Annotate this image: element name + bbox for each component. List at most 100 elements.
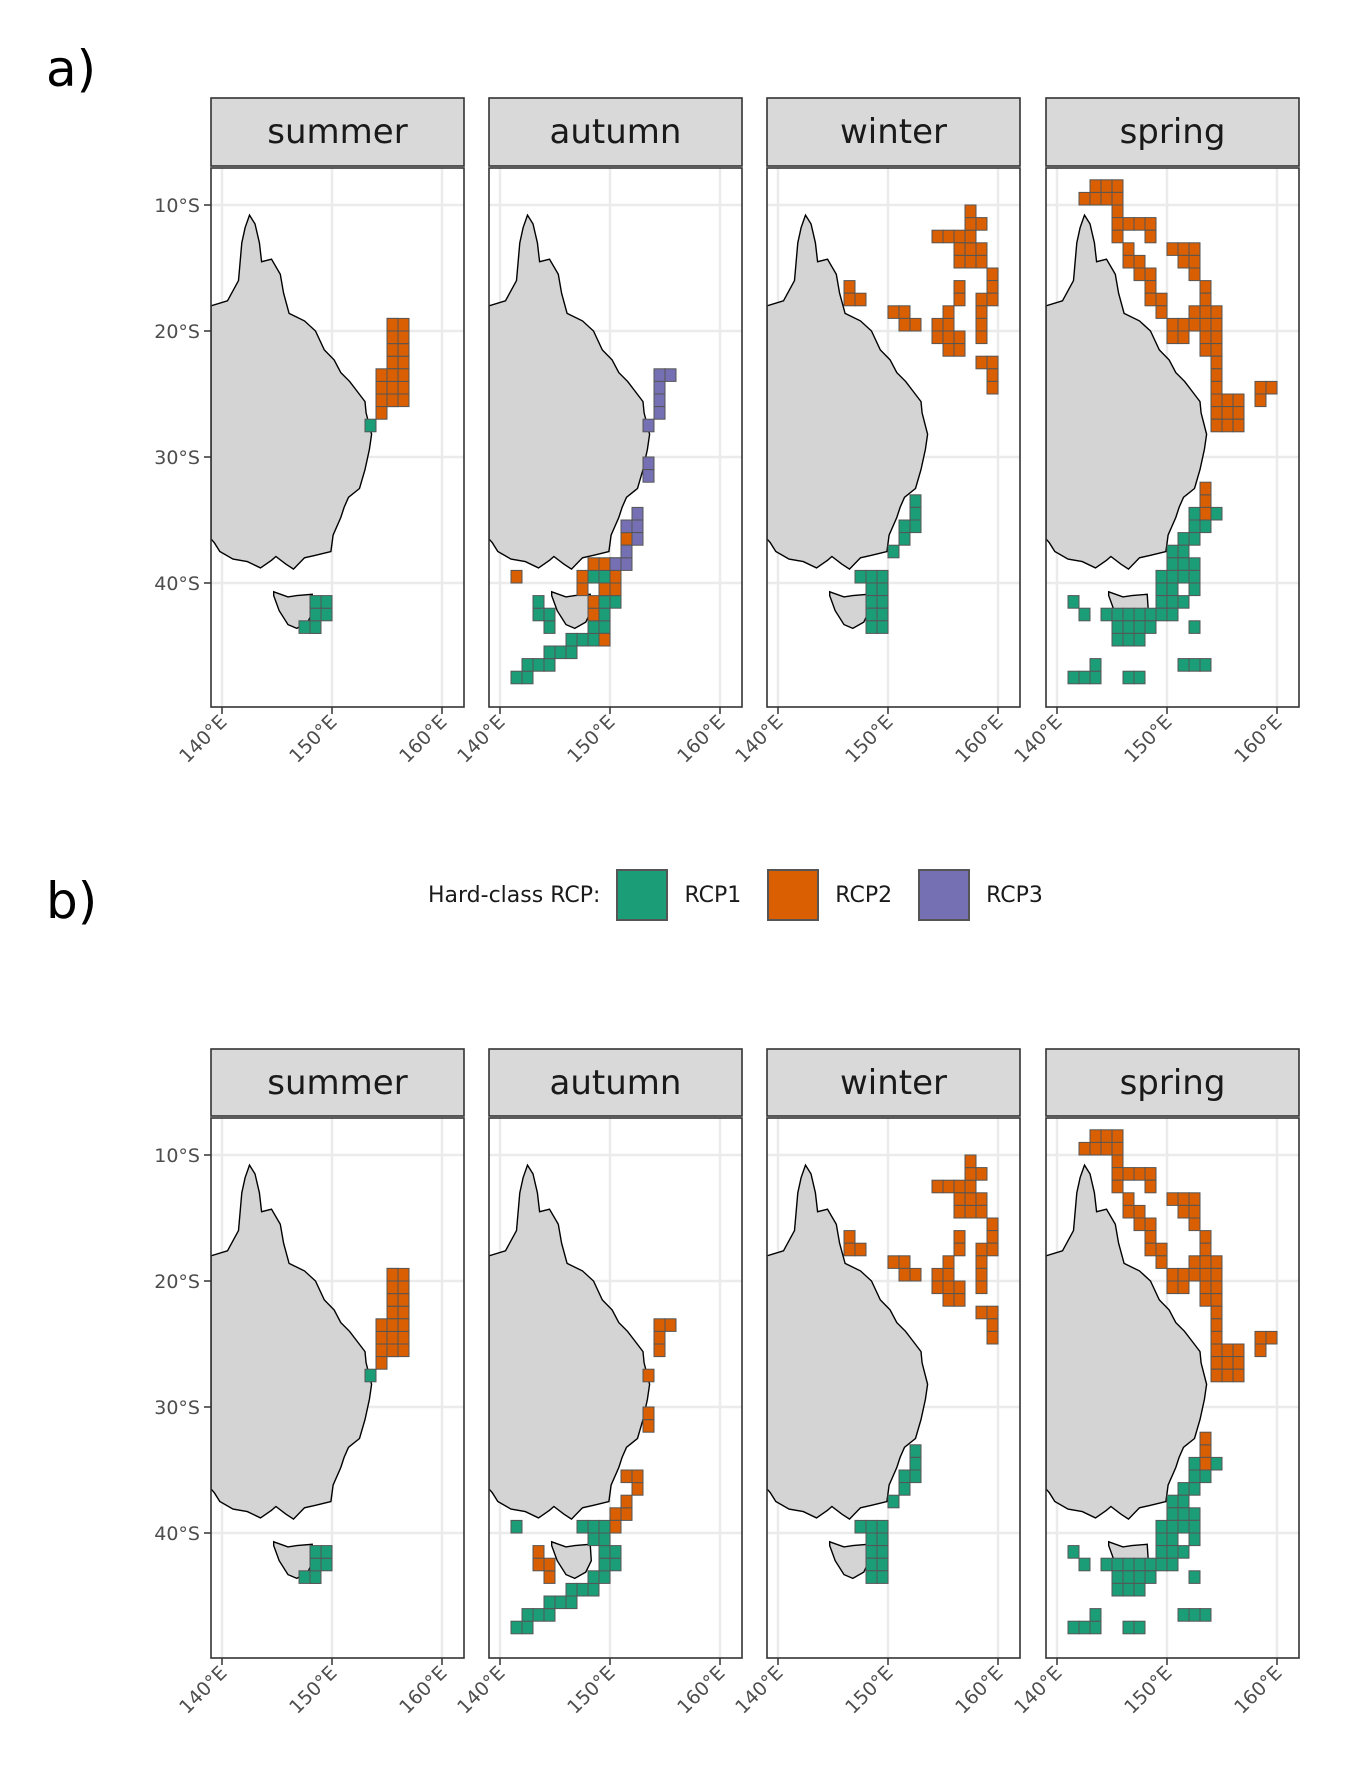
rcp-cell-rcp2: [1133, 1204, 1146, 1219]
rcp-cell-rcp2: [1232, 1343, 1245, 1358]
rcp-cell-rcp1: [1177, 658, 1190, 672]
rcp-cell-rcp2: [397, 393, 410, 408]
rcp-cell-rcp1: [1177, 569, 1190, 584]
rcp-cell-rcp1: [1210, 506, 1223, 521]
rcp-cell-rcp2: [986, 355, 999, 370]
rcp-cell-rcp2: [397, 1305, 410, 1320]
rcp-cell-rcp2: [953, 254, 966, 269]
rcp-cell-rcp2: [964, 1167, 977, 1181]
rcp-cell-rcp1: [876, 607, 889, 622]
rcp-cell-rcp2: [1199, 1444, 1212, 1458]
rcp-cell-rcp1: [1177, 1608, 1190, 1622]
rcp-cell-rcp1: [543, 607, 556, 622]
x-tick-label: 160°E: [951, 711, 1007, 767]
panel-border: [766, 167, 1021, 708]
rcp-cell-rcp2: [1232, 1368, 1245, 1383]
rcp-cell-rcp3: [609, 557, 622, 571]
rcp-cell-rcp2: [1122, 217, 1135, 231]
rcp-cell-rcp2: [1210, 355, 1223, 370]
facet-strip: [766, 97, 1021, 167]
rcp-cell-rcp2: [986, 292, 999, 307]
rcp-cell-rcp1: [854, 1519, 867, 1534]
rcp-cell-rcp2: [1188, 1267, 1201, 1282]
rcp-cell-rcp2: [1221, 406, 1234, 420]
rcp-cell-rcp2: [397, 1318, 410, 1332]
rcp-cell-rcp1: [1133, 670, 1146, 685]
rcp-cell-rcp2: [898, 1255, 911, 1269]
rcp-cell-rcp2: [953, 330, 966, 345]
rcp-cell-rcp2: [964, 1204, 977, 1219]
facet-spring-b: spring 140°E 150°E 160°E: [1010, 1048, 1300, 1718]
rcp-cell-rcp1: [1166, 582, 1179, 597]
rcp-cell-rcp2: [1210, 1330, 1223, 1345]
rcp-cell-rcp2: [942, 1255, 955, 1269]
rcp-cell-rcp2: [1089, 191, 1102, 206]
rcp-cell-rcp2: [964, 254, 977, 269]
rcp-cell-rcp1: [543, 645, 556, 660]
rcp-cell-rcp1: [1155, 1557, 1168, 1572]
rcp-cell-rcp2: [942, 330, 955, 345]
rcp-cell-rcp2: [1078, 1141, 1091, 1156]
rcp-cell-rcp1: [510, 1620, 523, 1635]
rcp-cell-rcp2: [587, 595, 600, 609]
rcp-cell-rcp2: [975, 1242, 988, 1257]
x-tick-label: 160°E: [1230, 1662, 1286, 1718]
rcp-cell-rcp1: [1188, 532, 1201, 546]
rcp-cell-rcp1: [1155, 582, 1168, 597]
rcp-cell-rcp2: [898, 305, 911, 319]
rcp-cell-rcp1: [1078, 1620, 1091, 1635]
rcp-cell-rcp2: [397, 368, 410, 382]
rcp-cell-rcp1: [865, 569, 878, 584]
rcp-cell-rcp2: [975, 242, 988, 256]
rcp-cell-rcp1: [1122, 607, 1135, 622]
rcp-cell-rcp3: [620, 557, 633, 571]
x-tick-label: 140°E: [175, 1662, 231, 1718]
rcp-cell-rcp2: [1188, 305, 1201, 319]
rcp-cell-rcp2: [1221, 1368, 1234, 1383]
rcp-cell-rcp1: [1155, 595, 1168, 609]
rcp-cell-rcp1: [865, 607, 878, 622]
rcp-cell-rcp2: [598, 632, 611, 647]
rcp-cell-rcp1: [598, 1545, 611, 1559]
rcp-cell-rcp2: [375, 1356, 388, 1370]
rcp-cell-rcp1: [532, 658, 545, 672]
rcp-cell-rcp1: [609, 1545, 622, 1559]
rcp-cell-rcp2: [964, 242, 977, 256]
rcp-cell-rcp2: [1210, 305, 1223, 319]
x-tick-label: 160°E: [395, 1662, 451, 1718]
rcp-cell-rcp1: [1188, 506, 1201, 521]
rcp-cell-rcp3: [653, 380, 666, 395]
rcp-cell-rcp2: [953, 1179, 966, 1194]
rcp-cell-rcp2: [1133, 1167, 1146, 1181]
rcp-cell-rcp2: [1199, 305, 1212, 319]
x-tick-label: 140°E: [175, 711, 231, 767]
rcp-cell-rcp2: [953, 1280, 966, 1295]
rcp-cell-rcp1: [1122, 1620, 1135, 1635]
rcp-cell-rcp1: [565, 1582, 578, 1597]
rcp-cell-rcp2: [898, 1267, 911, 1282]
rcp-cell-rcp1: [898, 519, 911, 534]
rcp-cell-rcp2: [1232, 393, 1245, 408]
rcp-cell-rcp2: [631, 1482, 644, 1496]
rcp-cell-rcp2: [1210, 343, 1223, 357]
rcp-cell-rcp1: [865, 1545, 878, 1559]
rcp-cell-rcp2: [375, 1343, 388, 1358]
rcp-cell-rcp2: [1144, 292, 1157, 307]
facet-title: autumn: [550, 1063, 682, 1103]
rcp-cell-rcp2: [1254, 393, 1267, 408]
facet-winter-b: winter 140°E 150°E 160°E: [731, 1048, 1021, 1718]
rcp-cell-rcp1: [1089, 658, 1102, 672]
rcp-cell-rcp1: [1144, 620, 1157, 634]
rcp-cell-rcp1: [1177, 1507, 1190, 1521]
rcp-cell-rcp2: [953, 1230, 966, 1244]
rcp-cell-rcp2: [532, 1545, 545, 1559]
rcp-cell-rcp1: [1067, 1620, 1080, 1635]
australia-mainland: [767, 1163, 929, 1521]
rcp-cell-rcp2: [386, 1318, 399, 1332]
rcp-cell-rcp2: [1188, 267, 1201, 282]
rcp-cell-rcp2: [576, 582, 589, 597]
rcp-cell-rcp2: [986, 1318, 999, 1332]
rcp-cell-rcp1: [1188, 1519, 1201, 1534]
legend-title: Hard-class RCP:: [428, 882, 601, 908]
rcp-cell-rcp1: [554, 645, 567, 660]
